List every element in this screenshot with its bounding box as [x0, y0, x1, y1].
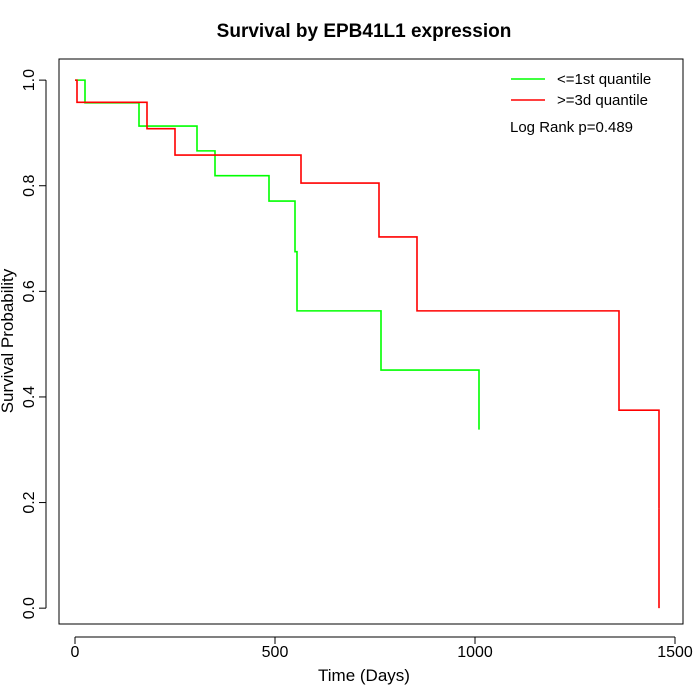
- y-tick-label: 0.4: [21, 386, 38, 408]
- plot-frame: [58, 58, 684, 625]
- x-tick-label: 1000: [457, 644, 493, 661]
- legend: <=1st quantile >=3d quantile: [511, 71, 651, 109]
- x-axis-label: Time (Days): [318, 666, 410, 685]
- x-tick-label: 0: [71, 644, 80, 661]
- y-tick-label: 0.2: [21, 491, 38, 513]
- y-tick-label: 1.0: [21, 69, 38, 91]
- y-tick-label: 0.0: [21, 597, 38, 619]
- chart-title: Survival by EPB41L1 expression: [217, 21, 512, 42]
- series-line-1: [75, 79, 660, 509]
- series-layer: [75, 79, 660, 609]
- x-tick-label: 1500: [657, 644, 693, 661]
- log-rank-annotation: Log Rank p=0.489: [510, 119, 633, 136]
- series-line-0: [75, 79, 480, 430]
- legend-label-0: <=1st quantile: [557, 71, 651, 88]
- y-tick-label: 0.8: [21, 175, 38, 197]
- legend-label-1: >=3d quantile: [557, 92, 648, 109]
- x-axis: 0 500 1000 1500: [71, 636, 693, 661]
- x-tick-label: 500: [262, 644, 289, 661]
- y-axis: 0.0 0.2 0.4 0.6 0.8 1.0: [21, 69, 47, 619]
- y-axis-label: Survival Probability: [0, 268, 17, 413]
- y-tick-label: 0.6: [21, 280, 38, 302]
